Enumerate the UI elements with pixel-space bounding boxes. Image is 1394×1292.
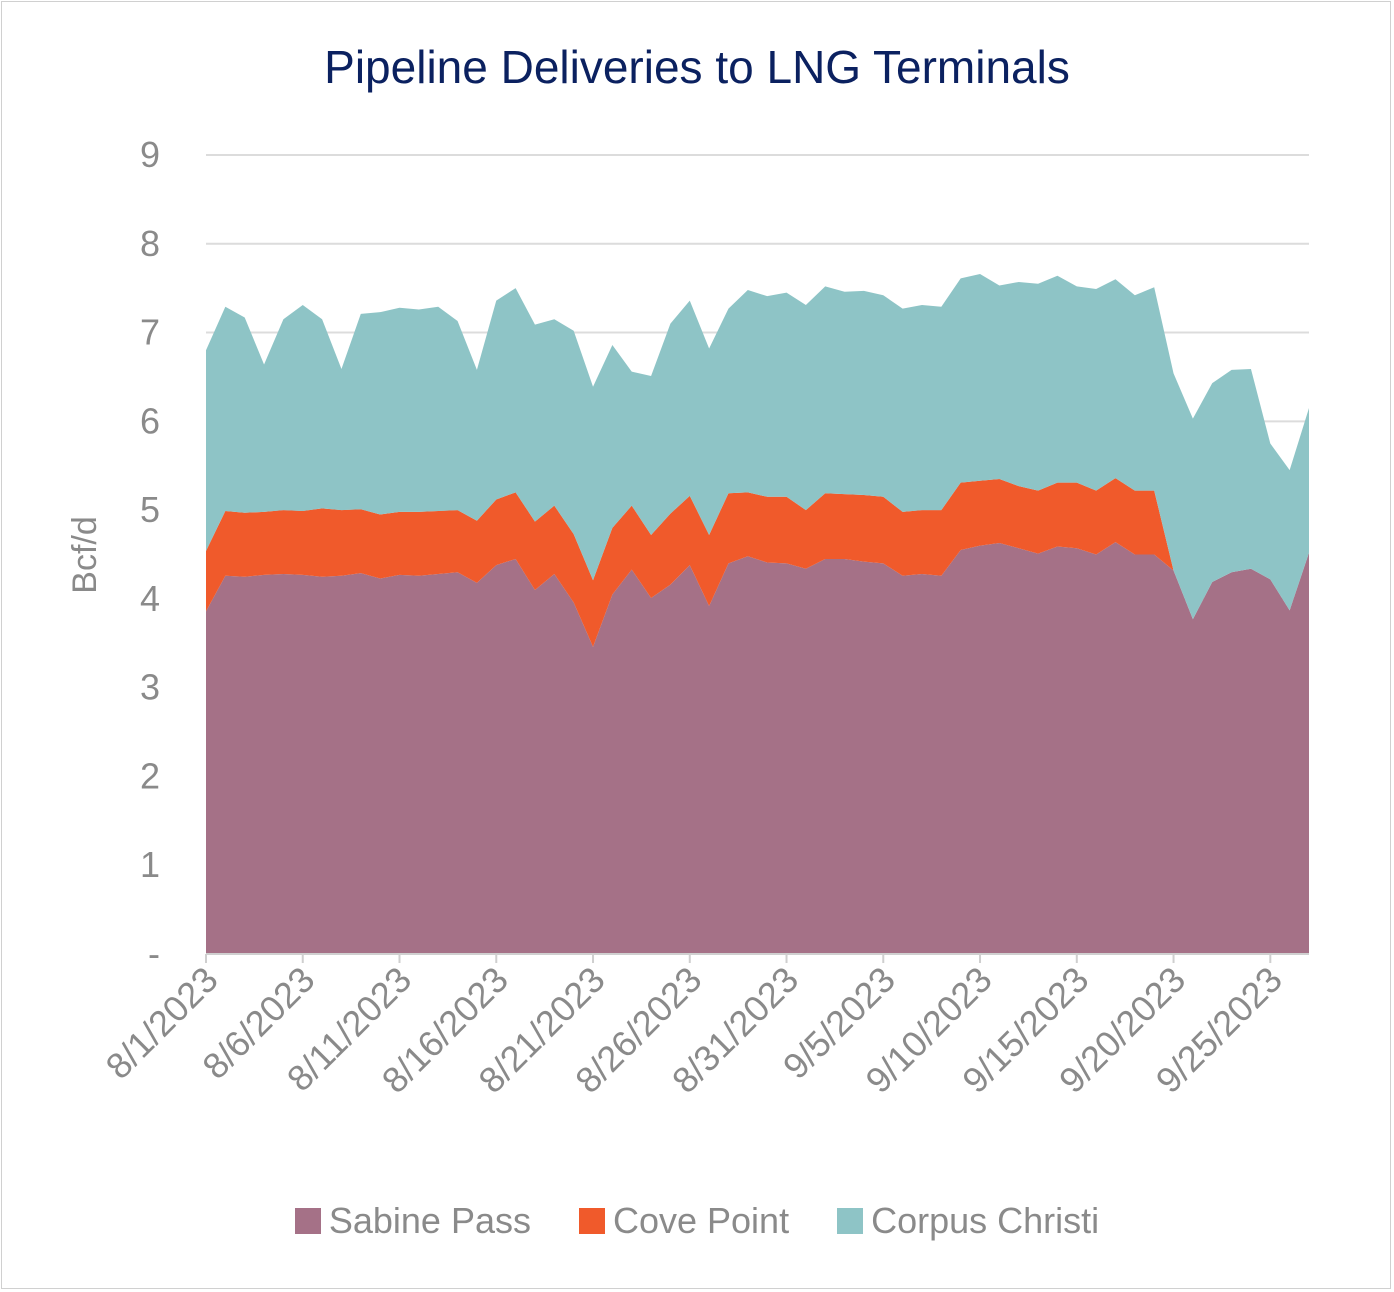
chart-title: Pipeline Deliveries to LNG Terminals bbox=[324, 41, 1070, 93]
legend-item: Corpus Christi bbox=[837, 1200, 1099, 1242]
area-series bbox=[206, 273, 1309, 954]
area-corpus-christi bbox=[206, 273, 1309, 620]
area-sabine-pass bbox=[206, 542, 1309, 954]
legend-swatch bbox=[578, 1208, 605, 1234]
legend-item: Sabine Pass bbox=[294, 1200, 531, 1242]
y-tick-label: 1 bbox=[140, 844, 160, 885]
legend-swatch bbox=[837, 1208, 864, 1234]
y-tick-label: 6 bbox=[140, 400, 160, 441]
y-tick-label: 5 bbox=[140, 489, 160, 530]
y-tick-label: 2 bbox=[140, 755, 160, 796]
legend-label: Sabine Pass bbox=[328, 1200, 531, 1241]
y-tick-label: 9 bbox=[140, 134, 160, 175]
y-tick-label: - bbox=[148, 933, 160, 974]
y-axis-label: Bcf/d bbox=[66, 516, 104, 593]
y-tick-label: 7 bbox=[140, 312, 160, 353]
y-tick-label: 8 bbox=[140, 223, 160, 264]
area-cove-point bbox=[206, 478, 1309, 647]
y-tick-label: 3 bbox=[140, 667, 160, 708]
y-tick-label: 4 bbox=[140, 578, 160, 619]
legend-label: Cove Point bbox=[612, 1200, 790, 1241]
legend-label: Corpus Christi bbox=[871, 1200, 1100, 1241]
legend-swatch bbox=[294, 1208, 321, 1234]
legend-item: Cove Point bbox=[578, 1200, 790, 1242]
legend: Sabine Pass Cove Point Corpus Christi bbox=[0, 1200, 1394, 1242]
